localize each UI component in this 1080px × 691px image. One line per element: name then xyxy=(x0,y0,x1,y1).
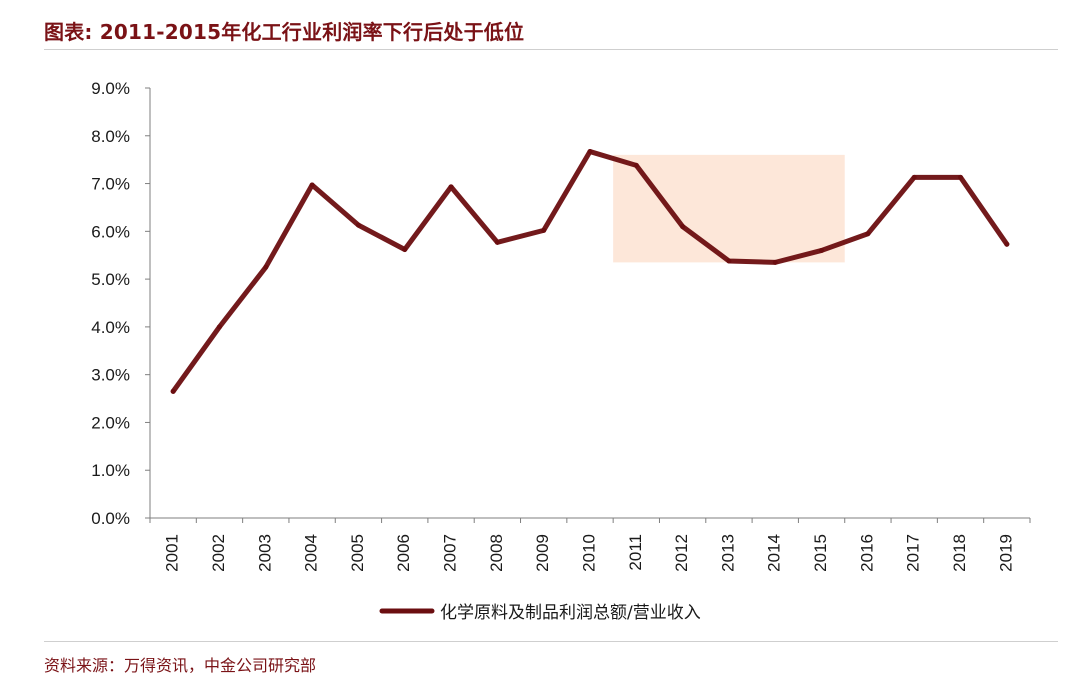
data-point xyxy=(865,231,871,237)
footer-divider xyxy=(44,641,1058,642)
data-point xyxy=(1004,241,1010,247)
x-tick-label: 2012 xyxy=(672,534,691,572)
x-tick-label: 2004 xyxy=(302,534,321,572)
data-point xyxy=(587,149,593,155)
series-layer xyxy=(170,149,1010,394)
x-tick-label: 2008 xyxy=(487,534,506,572)
data-point xyxy=(633,162,639,168)
data-point xyxy=(216,324,222,330)
x-tick-label: 2019 xyxy=(996,534,1015,572)
legend-label: 化学原料及制品利润总额/营业收入 xyxy=(440,603,701,623)
y-tick-label: 0.0% xyxy=(91,509,130,528)
x-tick-label: 2013 xyxy=(718,534,737,572)
data-point xyxy=(772,259,778,265)
x-tick-label: 2002 xyxy=(209,534,228,572)
data-point xyxy=(958,174,964,180)
data-point xyxy=(263,264,269,270)
x-tick-label: 2016 xyxy=(857,534,876,572)
x-tick-label: 2006 xyxy=(394,534,413,572)
y-tick-label: 4.0% xyxy=(91,318,130,337)
x-tick-label: 2005 xyxy=(348,534,367,572)
x-tick-label: 2009 xyxy=(533,534,552,572)
axes-layer: 0.0% 1.0% 2.0% 3.0% 4.0% 5.0% 6.0% 7.0% 8.0% 9.0%… xyxy=(91,79,1031,572)
x-tick-label: 2015 xyxy=(811,534,830,572)
x-tick-label: 2007 xyxy=(441,534,460,572)
y-tick-label: 9.0% xyxy=(91,79,130,98)
x-tick-label: 2014 xyxy=(765,534,784,572)
x-tick-label: 2001 xyxy=(163,534,182,572)
data-point xyxy=(819,247,825,253)
series-line xyxy=(170,149,1010,394)
y-tick-label: 8.0% xyxy=(91,127,130,146)
source-note: 资料来源：万得资讯，中金公司研究部 xyxy=(44,656,317,675)
data-point xyxy=(448,184,454,190)
legend: 化学原料及制品利润总额/营业收入 xyxy=(379,603,701,623)
data-point xyxy=(355,222,361,228)
highlight-band xyxy=(613,154,845,263)
data-point xyxy=(309,182,315,188)
data-point xyxy=(402,246,408,252)
data-point xyxy=(541,227,547,233)
y-tick-label: 3.0% xyxy=(91,366,130,385)
data-point xyxy=(911,174,917,180)
x-tick-label: 2010 xyxy=(579,534,598,572)
data-point xyxy=(680,224,686,230)
y-tick-label: 2.0% xyxy=(91,413,130,432)
chart-title: 图表: 2011-2015年化工行业利润率下行后处于低位 xyxy=(44,20,525,44)
y-tick-label: 6.0% xyxy=(91,222,130,241)
title-divider xyxy=(44,49,1058,50)
data-point xyxy=(726,258,732,264)
y-tick-label: 7.0% xyxy=(91,175,130,194)
x-tick-label: 2018 xyxy=(950,534,969,572)
x-tick-label: 2011 xyxy=(626,534,645,571)
y-tick-label: 1.0% xyxy=(91,461,130,480)
highlight-layer xyxy=(613,154,845,263)
x-tick-label: 2003 xyxy=(255,534,274,572)
x-tick-label: 2017 xyxy=(904,534,923,572)
data-point xyxy=(494,239,500,245)
data-point xyxy=(170,388,176,394)
y-tick-label: 5.0% xyxy=(91,270,130,289)
